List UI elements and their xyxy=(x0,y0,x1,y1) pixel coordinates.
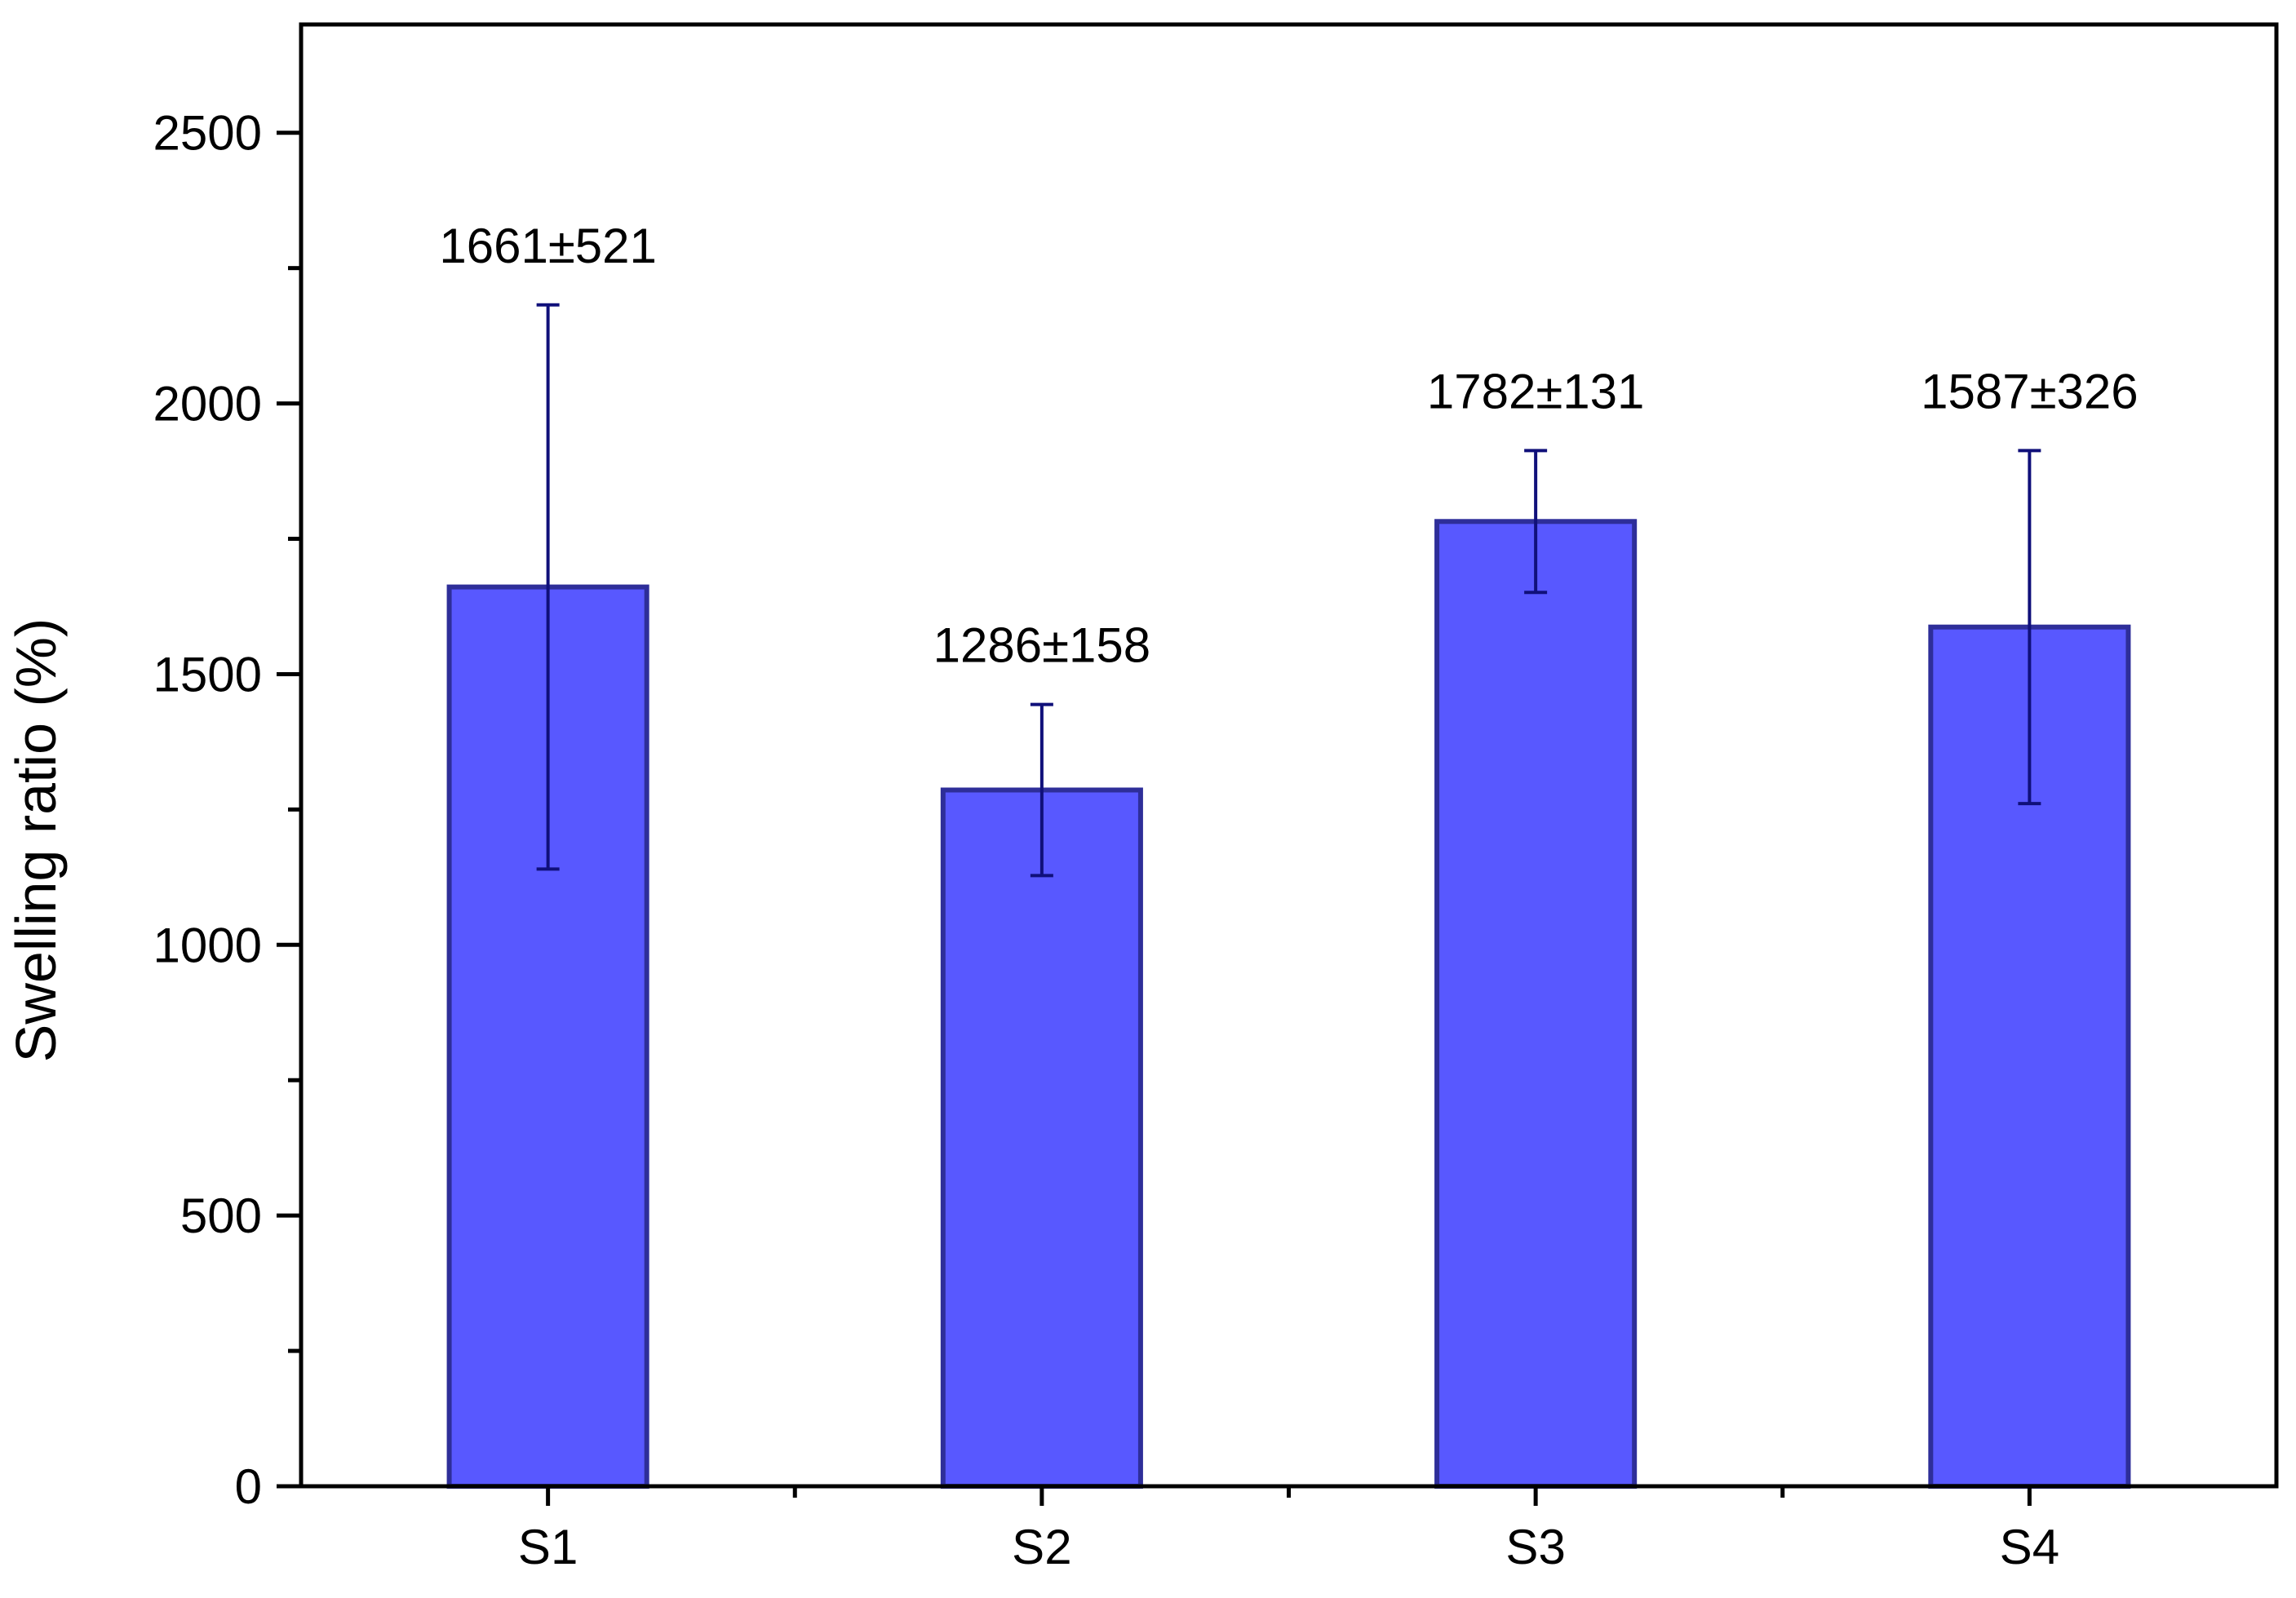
x-tick-label-s1: S1 xyxy=(518,1520,578,1574)
x-tick-label-s3: S3 xyxy=(1505,1520,1565,1574)
x-tick-label-s2: S2 xyxy=(1012,1520,1071,1574)
y-axis-label: Swelling ratio (%) xyxy=(4,618,68,1063)
data-label-s3: 1782±131 xyxy=(1427,364,1645,418)
y-tick-label: 500 xyxy=(180,1189,262,1243)
data-labels-layer: 1661±521 1286±158 1782±131 1587±326 xyxy=(439,219,2138,673)
y-tick-label: 2000 xyxy=(153,377,262,432)
x-tick-label-s4: S4 xyxy=(2000,1520,2059,1574)
y-tick-label: 1000 xyxy=(153,918,262,972)
error-bars-layer xyxy=(536,303,2041,878)
y-tick-label: 2500 xyxy=(153,106,262,161)
ticks-layer: S1 S2 S3 S4 0 500 1000 1500 2000 2500 xyxy=(153,106,2060,1574)
data-label-s4: 1587±326 xyxy=(1921,364,2139,418)
data-label-s1: 1661±521 xyxy=(439,219,657,273)
data-label-s2: 1286±158 xyxy=(933,618,1151,673)
bar-s3 xyxy=(1434,519,1638,1489)
bar-s2 xyxy=(940,787,1143,1489)
bars-layer xyxy=(446,519,2131,1489)
y-tick-label: 0 xyxy=(235,1459,262,1514)
y-tick-label: 1500 xyxy=(153,647,262,702)
